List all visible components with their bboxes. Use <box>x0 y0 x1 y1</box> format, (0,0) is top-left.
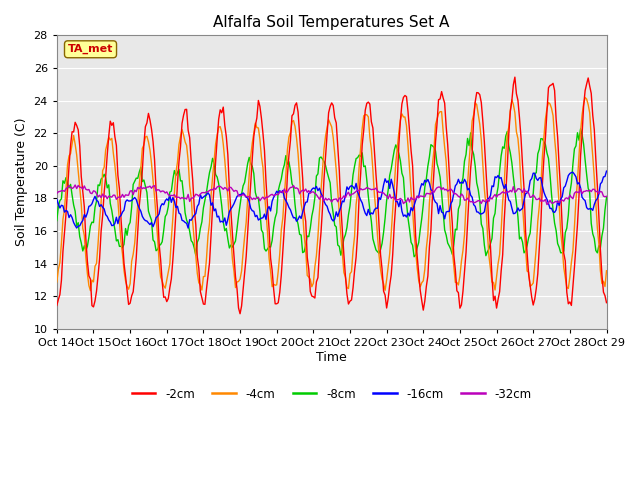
Legend: -2cm, -4cm, -8cm, -16cm, -32cm: -2cm, -4cm, -8cm, -16cm, -32cm <box>127 383 536 405</box>
X-axis label: Time: Time <box>316 351 347 364</box>
Title: Alfalfa Soil Temperatures Set A: Alfalfa Soil Temperatures Set A <box>214 15 450 30</box>
Y-axis label: Soil Temperature (C): Soil Temperature (C) <box>15 118 28 246</box>
Text: TA_met: TA_met <box>68 44 113 54</box>
